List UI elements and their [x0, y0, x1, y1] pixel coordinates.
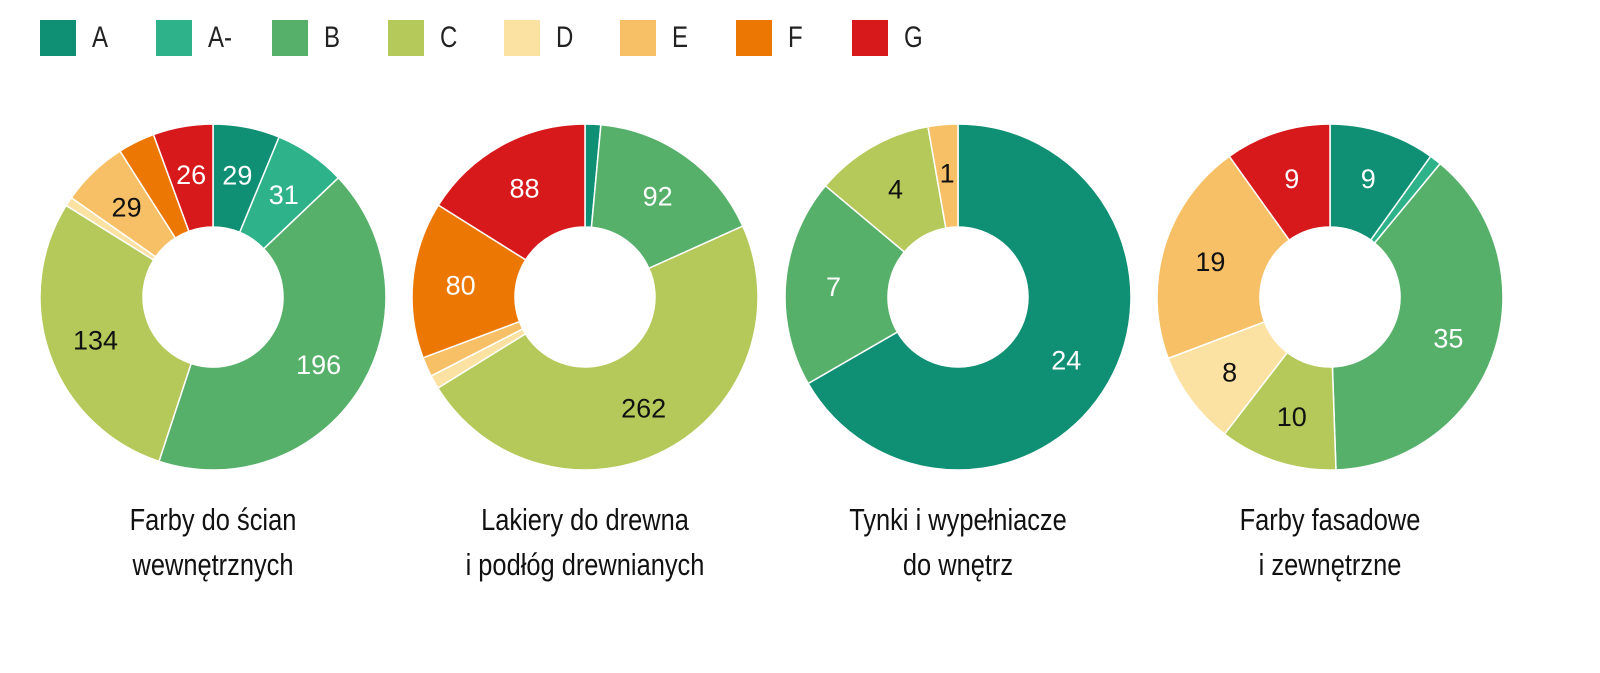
- legend-swatch: [620, 20, 656, 56]
- slice-e: [927, 123, 959, 229]
- legend-swatch: [504, 20, 540, 56]
- data-label: 8: [1222, 358, 1237, 388]
- data-label: 92: [643, 181, 673, 211]
- chart-title-line: Farby do ścian: [129, 502, 297, 537]
- legend-item-g: G: [852, 20, 938, 56]
- chart-title: Farby do ścian wewnętrznych: [65, 497, 360, 587]
- data-label: 19: [1195, 247, 1225, 277]
- slice-b: [784, 184, 906, 385]
- chart-title-line: Lakiery do drewna: [481, 502, 689, 537]
- slice-b: [590, 123, 744, 270]
- legend-swatch: [852, 20, 888, 56]
- slice-g: [437, 123, 586, 261]
- data-label: 10: [1277, 402, 1307, 432]
- slice-a: [807, 123, 1132, 471]
- data-label: 262: [621, 393, 666, 423]
- data-label: 80: [446, 270, 476, 300]
- legend-item-aminus: A-: [156, 20, 242, 56]
- legend-item-d: D: [504, 20, 590, 56]
- data-label: 196: [296, 350, 341, 380]
- legend-label: D: [556, 21, 574, 54]
- legend-item-e: E: [620, 20, 706, 56]
- legend-label: B: [324, 21, 341, 54]
- legend-label: A-: [208, 21, 232, 54]
- slice-g: [152, 123, 214, 233]
- legend-label: F: [788, 21, 803, 54]
- slice-b: [158, 176, 387, 471]
- slice-e: [1156, 155, 1291, 360]
- legend-swatch: [156, 20, 192, 56]
- legend-label: G: [904, 21, 923, 54]
- data-label: 29: [222, 160, 252, 190]
- chart-title-line: do wnętrz: [902, 547, 1014, 582]
- legend-swatch: [736, 20, 772, 56]
- chart-title: Lakiery do drewna i podłóg drewnianych: [437, 497, 732, 587]
- data-label: 9: [1361, 164, 1376, 194]
- chart-title: Tynki i wypełniacze do wnętrz: [810, 497, 1105, 587]
- legend-item-f: F: [736, 20, 822, 56]
- legend-label: A: [92, 21, 109, 54]
- data-label: 29: [112, 193, 142, 223]
- data-label: 88: [509, 174, 539, 204]
- legend-swatch: [388, 20, 424, 56]
- legend-item-a: A: [40, 20, 126, 56]
- data-label: 35: [1433, 323, 1463, 353]
- legend-swatch: [272, 20, 308, 56]
- data-label: 7: [826, 272, 841, 302]
- chart-title-line: Tynki i wypełniacze: [849, 502, 1067, 537]
- slice-b: [1331, 162, 1504, 471]
- legend-swatch: [40, 20, 76, 56]
- slice-g: [1228, 123, 1331, 242]
- data-label: 134: [73, 326, 118, 356]
- data-label: 26: [176, 160, 206, 190]
- legend-item-c: C: [388, 20, 474, 56]
- data-label: 4: [888, 175, 903, 205]
- legend: A A- B C D E F G: [40, 20, 968, 56]
- chart-title-line: Farby fasadowe: [1239, 502, 1421, 537]
- chart-title: Farby fasadowe i zewnętrzne: [1182, 497, 1477, 587]
- chart-title-line: i zewnętrzne: [1258, 547, 1402, 582]
- chart-title-line: i podłóg drewnianych: [465, 547, 705, 582]
- data-label: 31: [269, 180, 299, 210]
- data-label: 9: [1284, 164, 1299, 194]
- legend-label: C: [440, 21, 458, 54]
- slice-c: [436, 225, 759, 471]
- slice-f: [411, 204, 527, 359]
- legend-label: E: [672, 21, 689, 54]
- legend-item-b: B: [272, 20, 358, 56]
- data-label: 24: [1051, 346, 1081, 376]
- chart-title-line: wewnętrznych: [132, 547, 294, 582]
- slice-c: [39, 204, 193, 463]
- data-label: 1: [940, 158, 955, 188]
